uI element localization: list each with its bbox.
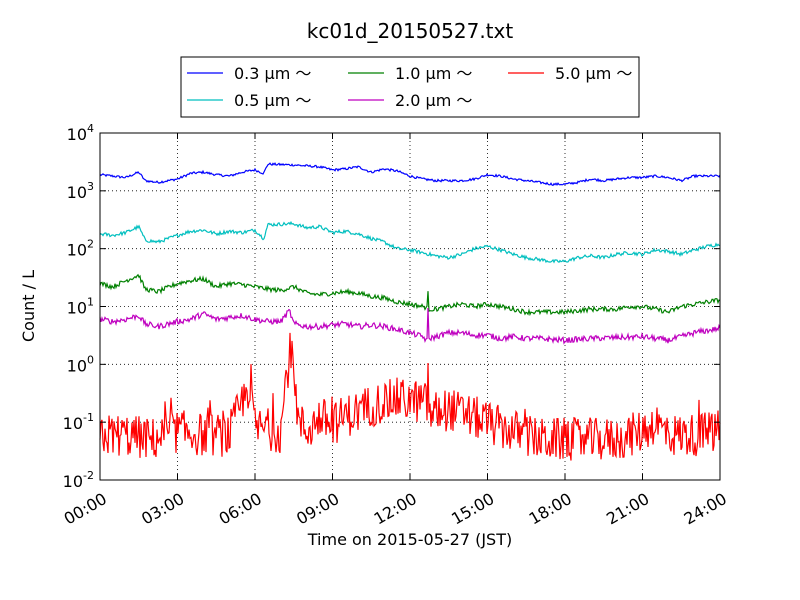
legend-label-0: 0.3 µm ～ (234, 64, 311, 83)
y-tick-label: 104 (67, 122, 94, 144)
y-tick-label: 101 (67, 296, 94, 318)
x-tick-label: 15:00 (448, 489, 497, 529)
legend-label-4: 5.0 µm ～ (555, 64, 632, 83)
x-tick-label: 03:00 (138, 489, 187, 529)
y-tick-label: 10-1 (63, 411, 94, 433)
series-group (99, 162, 721, 461)
legend-label-3: 2.0 µm ～ (395, 91, 472, 110)
series-line-3 (99, 307, 721, 345)
series-line-2 (99, 273, 721, 317)
y-tick-label: 10-2 (63, 469, 94, 491)
y-tick-label: 102 (67, 238, 94, 260)
legend-label-1: 0.5 µm ～ (234, 91, 311, 110)
y-tick-label: 100 (67, 353, 94, 375)
y-axis: 104 103 102 101 100 10-1 10-2 (63, 122, 720, 491)
x-tick-label: 09:00 (293, 489, 342, 529)
series-line-1 (99, 220, 721, 264)
x-tick-label: 18:00 (526, 489, 575, 529)
y-tick-label: 103 (67, 180, 94, 202)
legend-frame (180, 56, 640, 118)
legend-label-2: 1.0 µm ～ (395, 64, 472, 83)
x-tick-label: 06:00 (216, 489, 265, 529)
chart-title: kc01d_20150527.txt (307, 19, 514, 43)
legend: 0.3 µm ～ 1.0 µm ～ 5.0 µm ～ 0.5 µm ～ 2.0 µm ～ (180, 56, 640, 118)
x-tick-label: 00:00 (61, 489, 110, 529)
series-line-4 (99, 332, 721, 461)
series-line-0 (99, 162, 721, 187)
x-tick-label: 24:00 (681, 489, 730, 529)
x-tick-label: 21:00 (603, 489, 652, 529)
x-tick-label: 12:00 (371, 489, 420, 529)
x-axis-label: Time on 2015-05-27 (JST) (307, 530, 512, 549)
y-axis-label: Count / L (19, 270, 38, 342)
